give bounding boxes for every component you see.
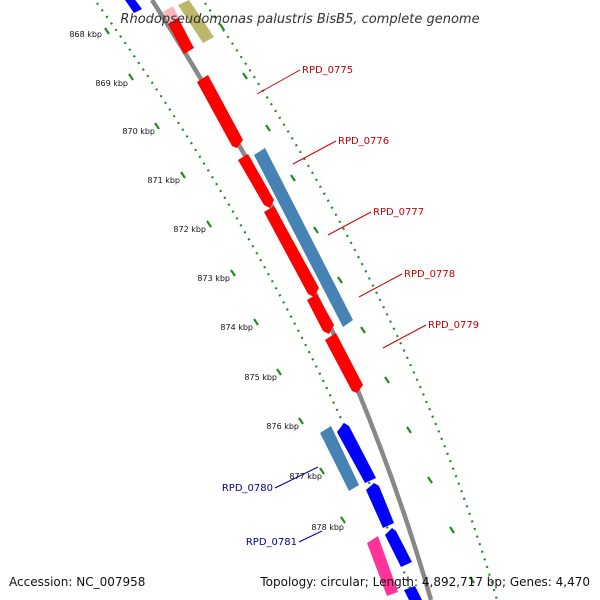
gene-label-connector — [298, 530, 323, 543]
kbp-label: 876 kbp — [266, 422, 299, 431]
kbp-tick-mark — [104, 27, 110, 35]
gene-forward-steel-long — [254, 148, 353, 327]
kbp-tick-mark — [219, 23, 225, 31]
gene-reverse-blue-c — [385, 528, 412, 567]
gene-RPD_0775 — [197, 75, 243, 148]
kbp-tick-mark — [360, 326, 366, 334]
kbp-label: 872 kbp — [173, 225, 206, 234]
gene-label-RPD_0779[interactable]: RPD_0779 — [428, 320, 479, 331]
kbp-label: 868 kbp — [69, 30, 102, 39]
kbp-label: 873 kbp — [197, 274, 230, 283]
gene-RPD_0780 — [320, 426, 359, 491]
kbp-tick-mark — [242, 72, 248, 80]
kbp-tick-mark — [290, 174, 296, 182]
gene-label-connector — [292, 140, 337, 165]
kbp-tick-mark — [449, 526, 455, 534]
gene-bottom-blue — [404, 586, 422, 600]
inner-dotted-track — [96, 2, 416, 600]
gene-reverse-blue-b — [366, 483, 394, 528]
gene-RPD_0779 — [325, 333, 363, 393]
kbp-label: 878 kbp — [311, 523, 344, 532]
kbp-tick-mark — [206, 220, 212, 228]
kbp-tick-mark — [265, 124, 271, 132]
kbp-tick-mark — [154, 122, 160, 130]
kbp-tick-mark — [340, 516, 346, 524]
kbp-tick-mark — [319, 467, 325, 475]
kbp-label: 874 kbp — [220, 323, 253, 332]
gene-reverse-top-blue — [125, 0, 142, 13]
kbp-tick-mark — [313, 226, 319, 234]
gene-forward-red-a — [238, 154, 274, 208]
gene-RPD_0781 — [367, 536, 398, 596]
kbp-tick-mark — [180, 171, 186, 179]
kbp-label: 869 kbp — [95, 79, 128, 88]
outer-dotted-track — [204, 2, 499, 600]
gene-label-RPD_0777[interactable]: RPD_0777 — [373, 207, 424, 218]
map-title: Rhodopseudomonas palustris BisB5, comple… — [120, 12, 479, 27]
kbp-tick-mark — [384, 376, 390, 384]
genome-backbone — [150, 0, 434, 600]
kbp-tick-mark — [406, 426, 412, 434]
outer-kbp-ticks — [219, 23, 475, 584]
kbp-tick-mark — [128, 73, 134, 81]
gene-forward-top-red — [168, 18, 194, 54]
gene-label-connector — [327, 211, 372, 236]
gene-label-RPD_0781[interactable]: RPD_0781 — [246, 537, 297, 548]
gene-label-RPD_0775[interactable]: RPD_0775 — [302, 65, 353, 76]
gene-label-connector — [274, 466, 319, 489]
kbp-tick-mark — [298, 417, 304, 425]
kbp-tick-mark — [427, 476, 433, 484]
gene-label-RPD_0776[interactable]: RPD_0776 — [338, 136, 389, 147]
genome-stats-text: Topology: circular; Length: 4,892,717 bp… — [260, 575, 590, 589]
gene-forward-red-c — [307, 294, 334, 334]
kbp-tick-mark — [469, 576, 475, 584]
gene-label-RPD_0778[interactable]: RPD_0778 — [404, 269, 455, 280]
kbp-tick-mark — [337, 276, 343, 284]
kbp-label: 877 kbp — [289, 472, 322, 481]
gene-forward-red-b — [264, 206, 319, 297]
gene-reverse-blue-a — [337, 423, 376, 483]
gene-label-connectors — [256, 69, 427, 543]
gene-label-connector — [358, 273, 403, 298]
kbp-label: 875 kbp — [244, 373, 277, 382]
kbp-label: 871 kbp — [147, 176, 180, 185]
gene-label-connector — [382, 324, 427, 349]
gene-forward-top-khaki — [178, 0, 214, 43]
kbp-tick-mark — [276, 368, 282, 376]
kbp-tick-mark — [253, 318, 259, 326]
kbp-tick-mark — [230, 269, 236, 277]
gene-label-RPD_0780[interactable]: RPD_0780 — [222, 483, 273, 494]
gene-label-connector — [256, 69, 301, 95]
accession-text: Accession: NC_007958 — [9, 575, 146, 589]
kbp-label: 870 kbp — [122, 127, 155, 136]
inner-kbp-ticks — [104, 27, 346, 524]
